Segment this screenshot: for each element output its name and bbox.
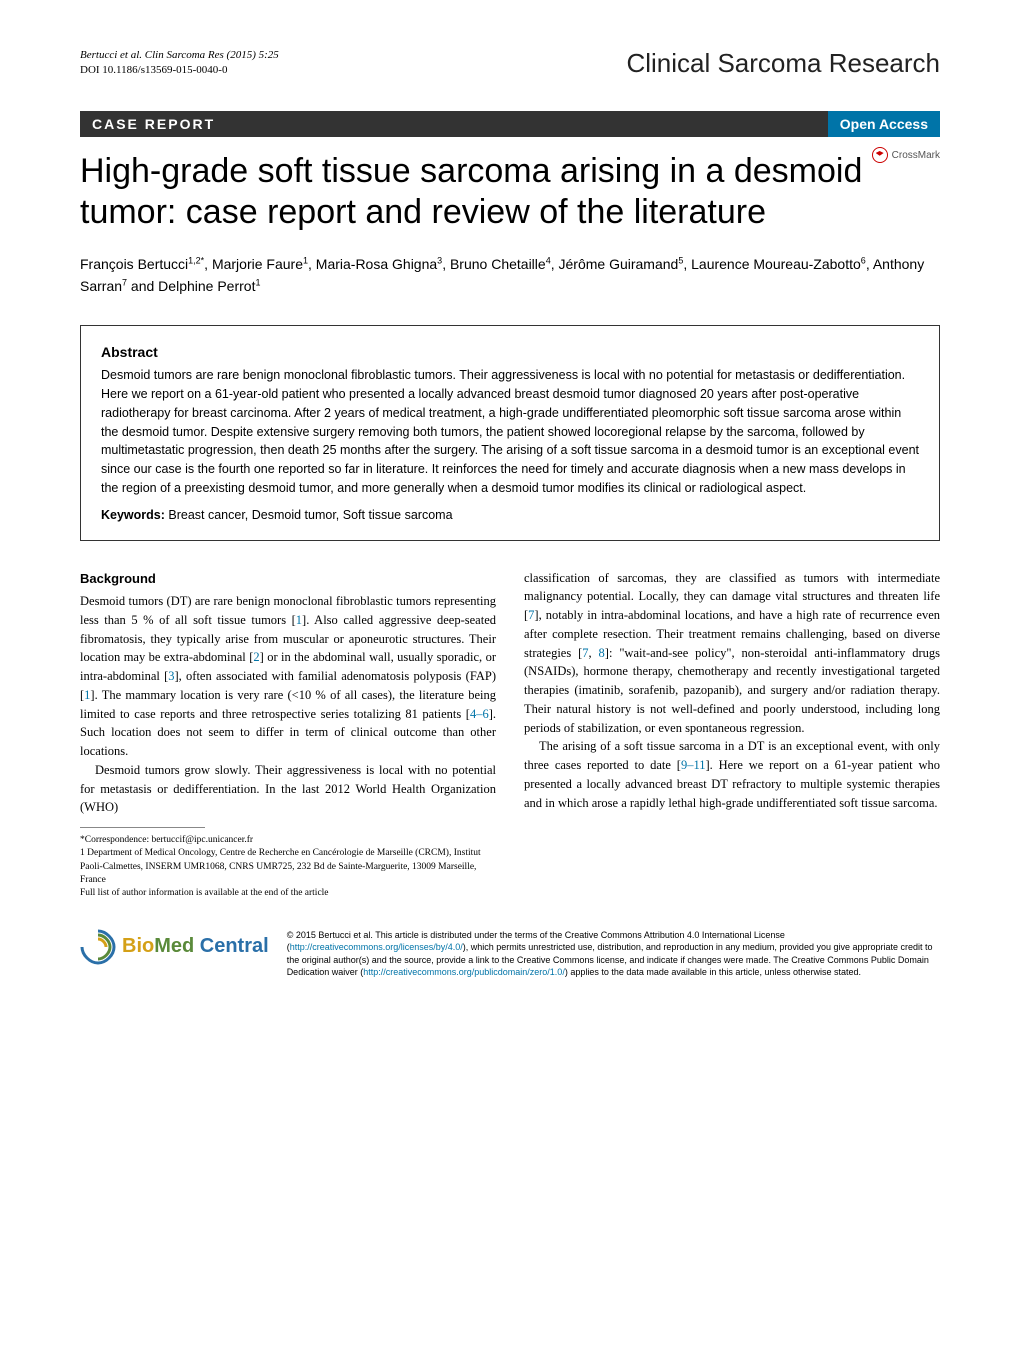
bmc-swirl-icon: [80, 929, 116, 965]
keywords-label: Keywords:: [101, 508, 165, 522]
footnote-divider: [80, 827, 205, 828]
doi-text: DOI 10.1186/s13569-015-0040-0: [80, 63, 279, 78]
ref-link[interactable]: 9–11: [681, 758, 706, 772]
license-link[interactable]: http://creativecommons.org/licenses/by/4…: [290, 942, 463, 952]
ref-link[interactable]: 4–6: [470, 707, 489, 721]
author-info-note: Full list of author information is avail…: [80, 887, 496, 900]
article-title: High-grade soft tissue sarcoma arising i…: [80, 151, 940, 233]
copyright-text: © 2015 Bertucci et al. This article is d…: [287, 929, 940, 979]
body-columns: Background Desmoid tumors (DT) are rare …: [80, 569, 940, 901]
right-column: classification of sarcomas, they are cla…: [524, 569, 940, 901]
label-bar: CASE REPORT Open Access: [80, 111, 940, 137]
page-footer: BioMed Central © 2015 Bertucci et al. Th…: [80, 929, 940, 979]
left-column: Background Desmoid tumors (DT) are rare …: [80, 569, 496, 901]
body-paragraph: classification of sarcomas, they are cla…: [524, 569, 940, 738]
abstract-box: Abstract Desmoid tumors are rare benign …: [80, 325, 940, 540]
authors-line: François Bertucci1,2*, Marjorie Faure1, …: [80, 253, 940, 298]
page-header: Bertucci et al. Clin Sarcoma Res (2015) …: [80, 48, 940, 79]
citation-text: Bertucci et al. Clin Sarcoma Res (2015) …: [80, 48, 279, 63]
case-report-label: CASE REPORT: [92, 116, 215, 132]
body-paragraph: Desmoid tumors grow slowly. Their aggres…: [80, 761, 496, 817]
journal-name: Clinical Sarcoma Research: [626, 48, 940, 79]
citation-block: Bertucci et al. Clin Sarcoma Res (2015) …: [80, 48, 279, 79]
correspondence-email: *Correspondence: bertuccif@ipc.unicancer…: [80, 834, 496, 847]
biomedcentral-logo: BioMed Central: [80, 929, 269, 965]
open-access-label: Open Access: [828, 111, 940, 137]
background-heading: Background: [80, 569, 496, 589]
keywords-line: Keywords: Breast cancer, Desmoid tumor, …: [101, 508, 919, 522]
correspondence-affiliation: 1 Department of Medical Oncology, Centre…: [80, 847, 496, 887]
body-paragraph: Desmoid tumors (DT) are rare benign mono…: [80, 592, 496, 761]
crossmark-label[interactable]: CrossMark: [892, 150, 940, 161]
abstract-text: Desmoid tumors are rare benign monoclona…: [101, 366, 919, 497]
correspondence-block: *Correspondence: bertuccif@ipc.unicancer…: [80, 834, 496, 900]
abstract-heading: Abstract: [101, 344, 919, 360]
crossmark-icon[interactable]: [872, 147, 888, 163]
license-link[interactable]: http://creativecommons.org/publicdomain/…: [363, 967, 565, 977]
body-paragraph: The arising of a soft tissue sarcoma in …: [524, 737, 940, 812]
bmc-logo-text: BioMed Central: [122, 935, 269, 958]
keywords-list: Breast cancer, Desmoid tumor, Soft tissu…: [165, 508, 453, 522]
